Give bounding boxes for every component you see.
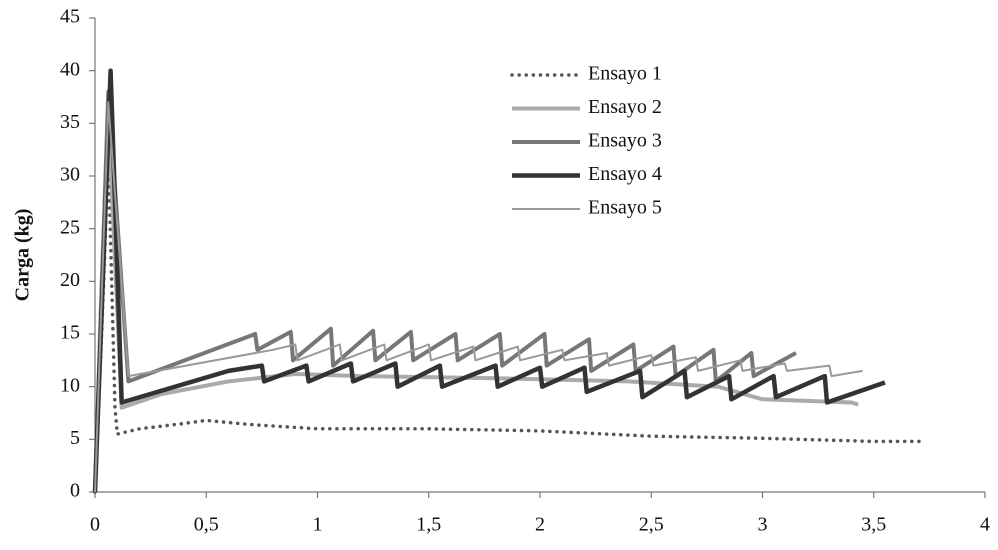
x-tick-label: 0 <box>90 514 100 536</box>
y-tick-label: 5 <box>70 427 80 449</box>
y-tick-label: 40 <box>60 58 80 80</box>
y-tick-label: 35 <box>60 111 80 133</box>
series-line <box>93 154 927 494</box>
y-tick-label: 10 <box>60 374 80 396</box>
x-tick-label: 1,5 <box>416 514 441 536</box>
y-tick-label: 30 <box>60 164 80 186</box>
y-tick-label: 15 <box>60 322 80 344</box>
y-axis-title: Carga (kg) <box>12 209 34 302</box>
legend-label: Ensayo 5 <box>588 197 662 219</box>
legend-label: Ensayo 4 <box>588 163 662 185</box>
series-line <box>94 101 863 493</box>
x-tick-label: 0,5 <box>194 514 219 536</box>
legend-label: Ensayo 3 <box>588 130 662 152</box>
x-tick-label: 2 <box>535 514 545 536</box>
x-tick-label: 2,5 <box>639 514 664 536</box>
y-tick-label: 25 <box>60 216 80 238</box>
x-tick-label: 3,5 <box>861 514 886 536</box>
legend-label: Ensayo 2 <box>588 96 662 118</box>
legend-label: Ensayo 1 <box>588 63 662 85</box>
x-tick-label: 1 <box>313 514 323 536</box>
y-tick-label: 45 <box>60 6 80 28</box>
y-tick-label: 20 <box>60 269 80 291</box>
x-tick-label: 4 <box>980 514 990 536</box>
x-tick-label: 3 <box>758 514 768 536</box>
y-tick-label: 0 <box>70 480 80 502</box>
series-line <box>93 89 797 493</box>
series-line <box>92 68 886 493</box>
series-line <box>93 110 859 493</box>
